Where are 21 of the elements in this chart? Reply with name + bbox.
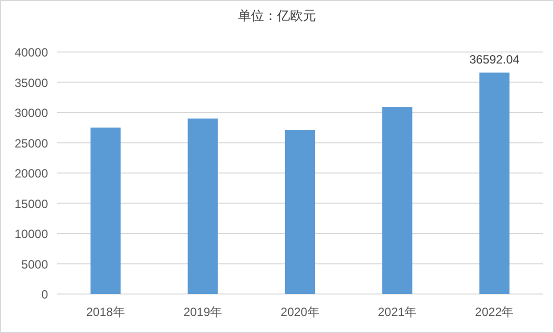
y-tick-label: 0 — [41, 288, 48, 302]
x-tick-label: 2021年 — [378, 305, 417, 319]
bar — [382, 107, 412, 294]
bar — [188, 118, 218, 294]
y-tick-label: 35000 — [14, 76, 48, 90]
y-tick-label: 30000 — [14, 106, 48, 120]
x-tick-label: 2019年 — [183, 305, 222, 319]
y-tick-label: 25000 — [14, 136, 48, 150]
y-tick-label: 40000 — [14, 46, 48, 60]
x-tick-label: 2022年 — [475, 305, 514, 319]
chart-title: 单位：亿欧元 — [238, 8, 316, 23]
bar — [479, 72, 510, 294]
y-tick-label: 15000 — [14, 196, 48, 211]
bar — [90, 128, 121, 294]
y-tick-label: 10000 — [14, 227, 48, 241]
y-tick-label: 5000 — [21, 257, 48, 272]
x-tick-label: 2018年 — [86, 305, 125, 319]
data-label: 36592.04 — [469, 52, 520, 67]
bar — [284, 130, 316, 294]
y-tick-label: 20000 — [14, 166, 48, 180]
x-tick-label: 2020年 — [280, 305, 320, 319]
